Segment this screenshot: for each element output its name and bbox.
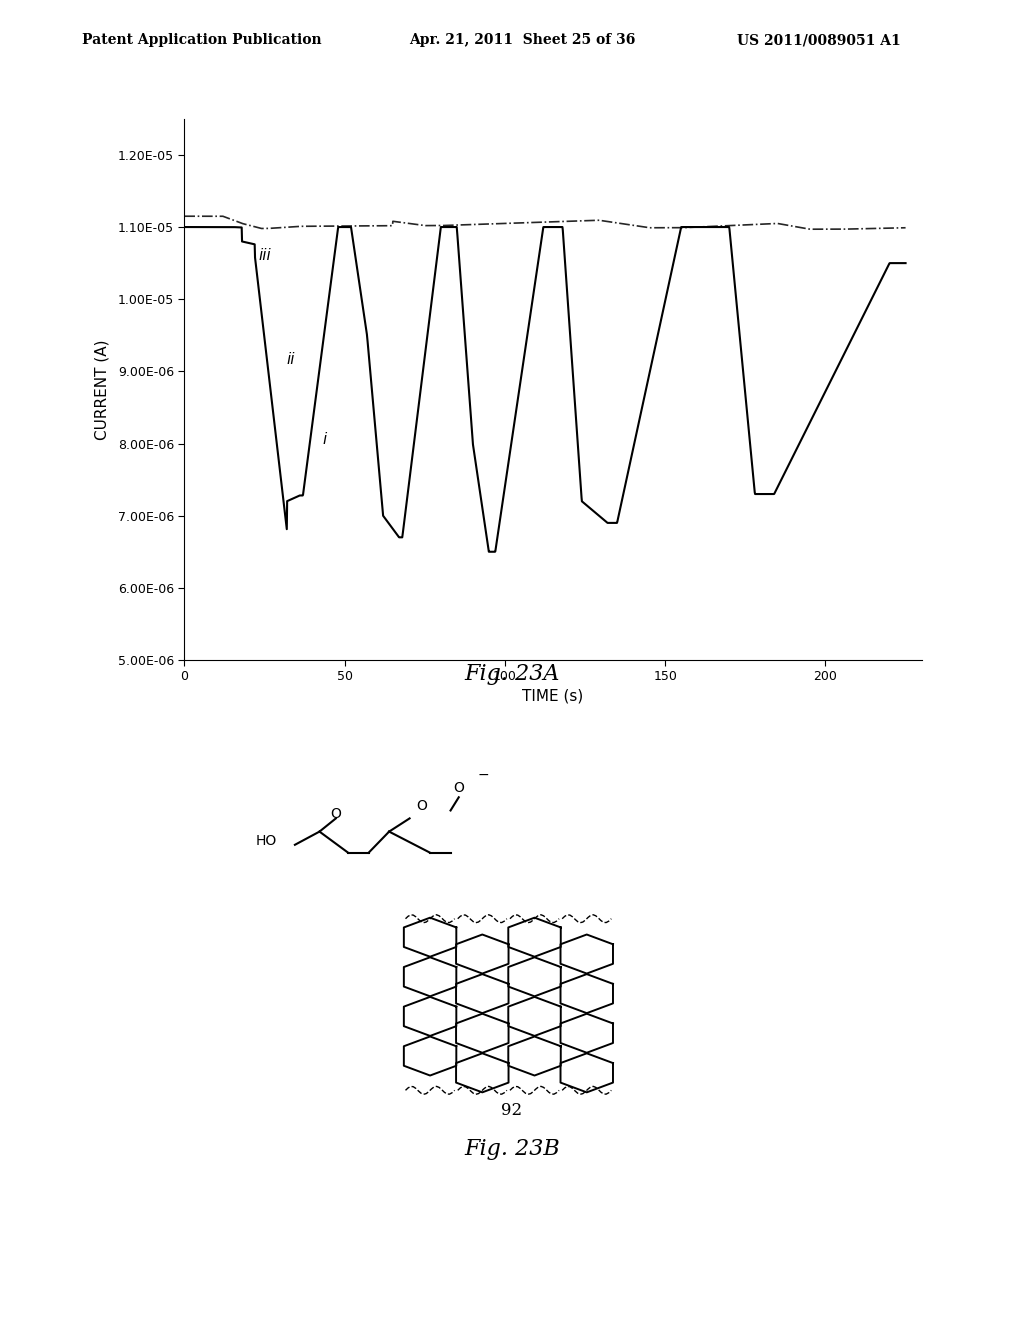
Text: 92: 92 [502,1102,522,1119]
Text: i: i [323,432,327,446]
Text: Fig. 23A: Fig. 23A [464,663,560,685]
Text: O: O [454,781,464,795]
X-axis label: TIME (s): TIME (s) [522,689,584,704]
Text: O: O [417,800,427,813]
Text: −: − [477,768,489,781]
Text: US 2011/0089051 A1: US 2011/0089051 A1 [737,33,901,48]
Text: Patent Application Publication: Patent Application Publication [82,33,322,48]
Text: ii: ii [287,352,295,367]
Text: iii: iii [258,248,270,263]
Text: HO: HO [256,834,276,847]
Y-axis label: CURRENT (A): CURRENT (A) [94,339,110,440]
Text: Apr. 21, 2011  Sheet 25 of 36: Apr. 21, 2011 Sheet 25 of 36 [410,33,636,48]
Text: Fig. 23B: Fig. 23B [464,1138,560,1160]
Text: O: O [331,808,341,821]
